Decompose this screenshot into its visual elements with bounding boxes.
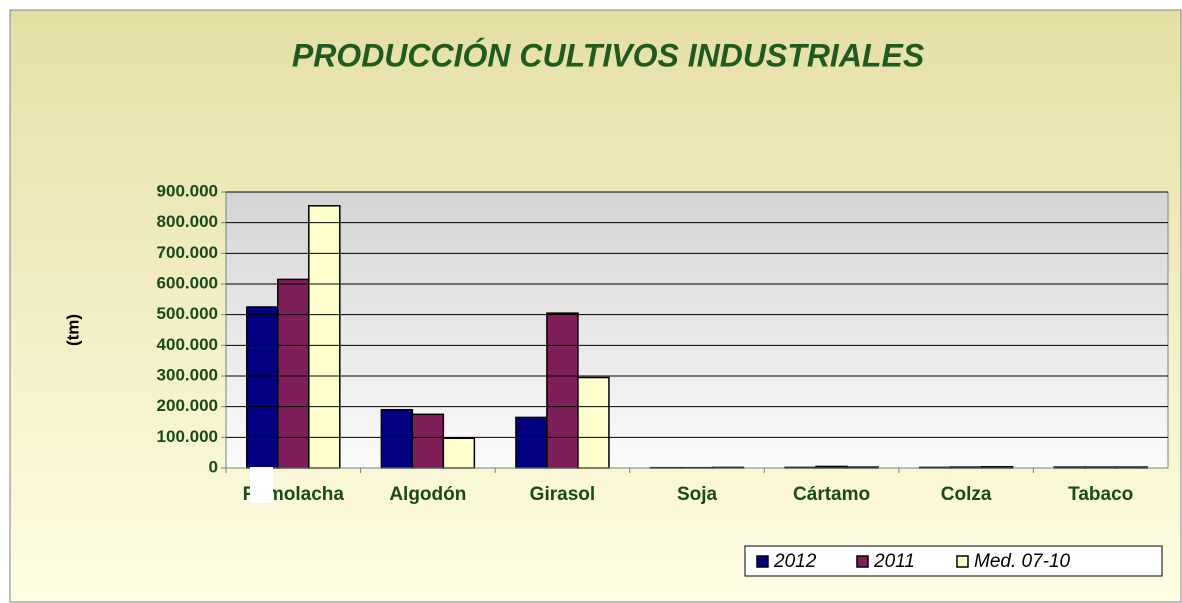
label-patch (250, 467, 273, 503)
x-tick-label: Colza (941, 484, 992, 505)
y-tick-label: 600.000 (157, 273, 218, 292)
y-tick-label: 0 (209, 457, 218, 476)
legend-label: Med. 07-10 (974, 551, 1071, 572)
bar (380, 408, 414, 469)
legend-box (744, 545, 1163, 577)
y-axis-label: (tm) (63, 314, 82, 346)
legend-label: 2011 (873, 551, 915, 572)
bar (515, 416, 548, 469)
bar (442, 437, 476, 469)
bar (577, 376, 610, 469)
legend-swatch (956, 555, 969, 568)
plot-area (225, 191, 1169, 469)
bar (246, 306, 279, 469)
y-tick-label: 300.000 (157, 365, 218, 384)
x-tick-label: Algodón (389, 484, 466, 505)
y-tick-label: 400.000 (157, 335, 218, 354)
legend-swatch (756, 555, 769, 568)
y-tick-label: 700.000 (157, 243, 218, 262)
bar (411, 413, 445, 469)
y-tick-label: 200.000 (157, 396, 218, 415)
x-tick-label: Tabaco (1068, 484, 1133, 505)
bar (277, 278, 310, 469)
y-tick-label: 800.000 (157, 212, 218, 231)
legend-swatch (856, 555, 869, 568)
y-tick-label: 500.000 (157, 304, 218, 323)
chart-title: PRODUCCIÓN CULTIVOS INDUSTRIALES (292, 37, 925, 73)
x-tick-label: Cártamo (793, 484, 870, 505)
y-tick-label: 900.000 (157, 181, 218, 200)
bar (308, 205, 341, 469)
legend-label: 2012 (773, 551, 817, 572)
y-tick-label: 100.000 (157, 427, 218, 446)
bar (546, 312, 579, 469)
x-tick-label: Soja (677, 484, 718, 505)
x-tick-label: Girasol (530, 484, 595, 505)
